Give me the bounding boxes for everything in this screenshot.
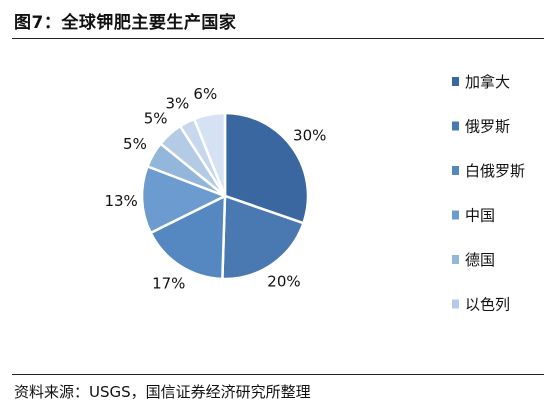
legend-swatch-1 bbox=[452, 121, 459, 131]
slice-label-5: 5% bbox=[144, 109, 168, 127]
source-divider bbox=[12, 374, 544, 375]
slice-label-1: 20% bbox=[267, 273, 300, 291]
slice-label-0: 30% bbox=[293, 127, 326, 145]
chart-title: 图7：全球钾肥主要生产国家 bbox=[14, 13, 237, 33]
legend-label-2: 白俄罗斯 bbox=[465, 162, 525, 180]
legend-label-5: 以色列 bbox=[465, 296, 510, 314]
slice-label-3: 13% bbox=[104, 192, 137, 210]
legend-label-1: 俄罗斯 bbox=[465, 118, 510, 136]
title-divider bbox=[12, 38, 544, 39]
slice-label-4: 5% bbox=[123, 135, 147, 153]
slice-label-2: 17% bbox=[152, 274, 185, 292]
pie-slice-3 bbox=[140, 165, 227, 235]
legend-swatch-4 bbox=[452, 255, 459, 264]
legend-swatch-5 bbox=[452, 299, 459, 309]
legend-label-0: 加拿大 bbox=[465, 73, 510, 91]
legend-swatch-3 bbox=[452, 210, 459, 220]
legend-swatch-0 bbox=[452, 77, 459, 86]
pie-slice-2 bbox=[149, 194, 227, 281]
legend-label-3: 中国 bbox=[465, 207, 495, 225]
pie-slice-1 bbox=[221, 194, 305, 281]
pie-slice-7 bbox=[192, 111, 227, 198]
legend-swatch-2 bbox=[452, 166, 459, 175]
slice-label-7: 6% bbox=[193, 85, 217, 103]
slice-label-6: 3% bbox=[165, 95, 189, 113]
pie-slice-0 bbox=[223, 111, 310, 225]
legend-label-4: 德国 bbox=[465, 251, 495, 269]
source-note: 资料来源：USGS，国信证券经济研究所整理 bbox=[14, 383, 311, 401]
